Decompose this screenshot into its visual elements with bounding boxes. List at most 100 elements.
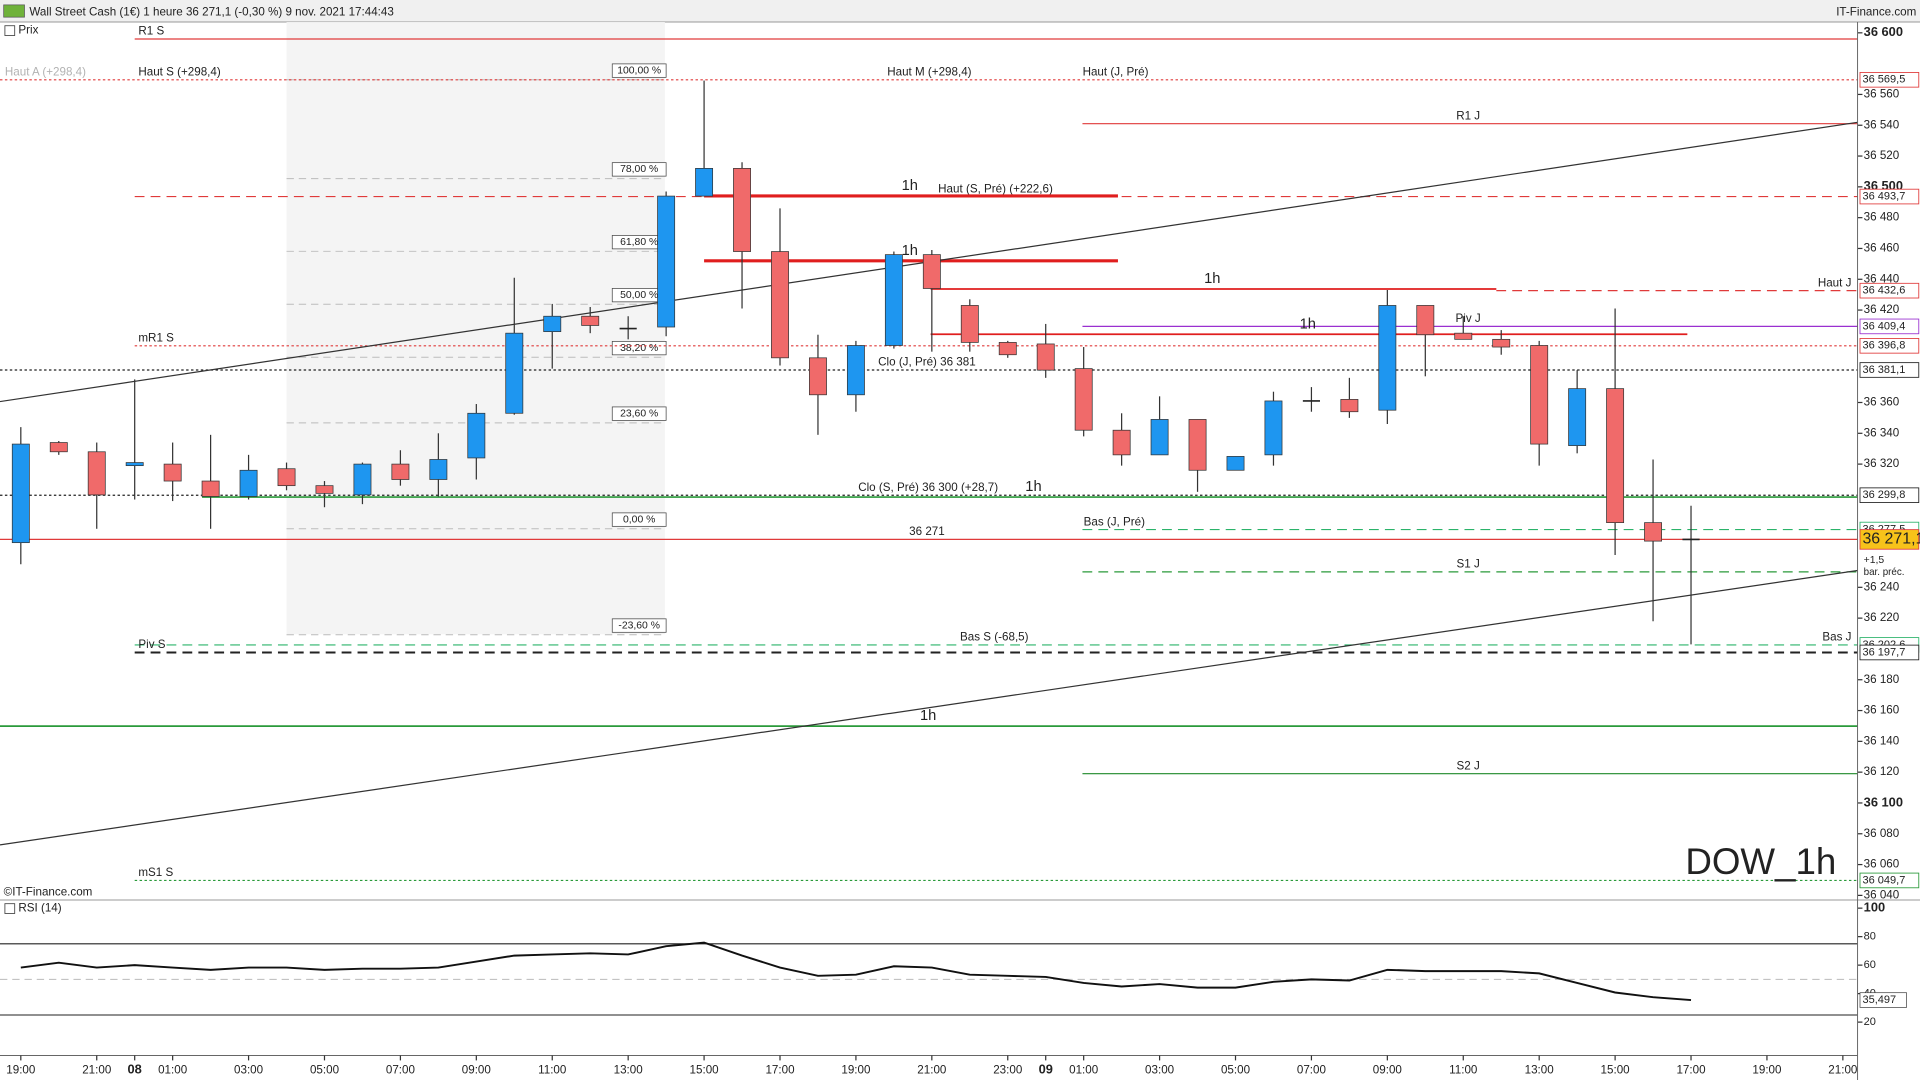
x-tick-label: 23:00 — [993, 1063, 1023, 1076]
price-box — [1859, 282, 1920, 299]
price-box-label: 36 432,6 — [1862, 285, 1905, 297]
header-bar — [0, 0, 1920, 23]
y-tick-label: 36 180 — [1864, 673, 1900, 686]
price-box — [1859, 318, 1920, 335]
y-tick-label: 36 040 — [1864, 888, 1900, 901]
level-label: Haut M (+298,4) — [887, 66, 971, 79]
price-box — [1859, 338, 1920, 354]
y-tick-label: 36 060 — [1864, 858, 1900, 871]
candle-body — [695, 168, 714, 197]
level-label: Piv J — [1456, 312, 1481, 325]
x-tick-label: 09 — [1039, 1062, 1053, 1077]
price-box-label: 36 049,7 — [1862, 874, 1905, 886]
x-tick-label: 08 — [128, 1062, 142, 1077]
x-tick-label: 09:00 — [462, 1063, 492, 1076]
fibonacci-label: 61,80 % — [620, 237, 658, 248]
x-tick-label: 05:00 — [310, 1063, 340, 1076]
candle-body — [1606, 388, 1625, 523]
y-tick-label: 36 460 — [1864, 242, 1900, 255]
y-tick-label: 60 — [1864, 959, 1876, 971]
fibonacci-label-box — [611, 618, 667, 633]
fibonacci-label: 38,20 % — [620, 343, 658, 354]
x-tick-label: 07:00 — [386, 1063, 416, 1076]
price-box-label: 36 299,8 — [1862, 489, 1905, 501]
x-tick-label: 07:00 — [1297, 1063, 1327, 1076]
rsi-value-label: 35,497 — [1862, 994, 1896, 1006]
fibonacci-label: 100,00 % — [617, 65, 661, 76]
level-label: Haut (J, Pré) — [1083, 66, 1149, 79]
fibonacci-zone — [286, 22, 665, 635]
y-tick-label: 36 520 — [1864, 149, 1900, 162]
x-tick-label: 03:00 — [1145, 1063, 1175, 1076]
price-box — [1859, 188, 1920, 205]
fibonacci-label: 50,00 % — [620, 290, 658, 301]
price-box — [1859, 872, 1920, 889]
candle-body — [239, 469, 258, 497]
brand: IT-Finance.com — [1836, 5, 1916, 18]
one-hour-label: 1h — [1204, 271, 1220, 287]
candle-body — [87, 451, 106, 496]
candle-body — [1074, 368, 1093, 431]
y-tick-label: 36 600 — [1864, 24, 1903, 39]
price-box-label: 36 381,1 — [1862, 364, 1905, 376]
fibonacci-label: 23,60 % — [620, 408, 658, 419]
x-tick-label: 19:00 — [1752, 1063, 1782, 1076]
level-label: 36 271 — [909, 525, 945, 538]
candle-body — [1150, 419, 1169, 456]
legend-label: Prix — [18, 24, 38, 37]
candle-body — [1568, 388, 1587, 446]
y-tick-label: 80 — [1864, 931, 1876, 943]
x-tick-label: 21:00 — [917, 1063, 947, 1076]
level-label: Bas J — [1822, 631, 1851, 644]
y-tick-label: 36 420 — [1864, 303, 1900, 316]
candle-body — [1416, 305, 1435, 336]
candle-body — [1492, 338, 1511, 348]
x-tick-label: 19:00 — [841, 1063, 871, 1076]
y-tick-label: 36 440 — [1864, 272, 1900, 285]
candle-body — [1454, 332, 1473, 340]
change-label: +1,5 — [1864, 555, 1885, 566]
app-icon — [3, 4, 25, 18]
one-hour-label: 1h — [1300, 316, 1316, 332]
x-tick-label: 03:00 — [234, 1063, 264, 1076]
fibonacci-label: -23,60 % — [618, 620, 660, 631]
y-tick-label: 36 240 — [1864, 580, 1900, 593]
y-tick-label: 36 220 — [1864, 611, 1900, 624]
y-tick-label: 36 480 — [1864, 211, 1900, 224]
x-tick-label: 21:00 — [1828, 1063, 1858, 1076]
candle-body — [846, 345, 865, 396]
candle-body — [1378, 305, 1397, 411]
fibonacci-label: 0,00 % — [623, 514, 655, 525]
level-label: Haut (S, Pré) (+222,6) — [938, 182, 1053, 195]
level-label: Clo (S, Pré) 36 300 (+28,7) — [858, 481, 998, 494]
legend-swatch — [4, 25, 16, 36]
rsi-value-box — [1859, 992, 1907, 1008]
candle-body — [391, 463, 410, 480]
candle-body — [581, 315, 600, 326]
candle-body — [1112, 429, 1131, 456]
x-tick-label: 05:00 — [1221, 1063, 1251, 1076]
y-tick-label: 36 080 — [1864, 827, 1900, 840]
x-tick-label: 19:00 — [6, 1063, 36, 1076]
price-box-label: 36 409,4 — [1862, 320, 1905, 332]
x-tick-label: 15:00 — [690, 1063, 720, 1076]
trend-line — [0, 569, 1858, 846]
price-box-label: 36 197,7 — [1862, 646, 1905, 658]
level-label: Clo (J, Pré) 36 381 — [878, 356, 976, 369]
fibonacci-label-box — [611, 340, 667, 356]
candle-body — [11, 443, 30, 544]
candle-body — [543, 315, 562, 333]
candle-body — [657, 195, 676, 328]
candle-body — [353, 463, 372, 496]
candle-body — [733, 168, 751, 252]
candle-body — [998, 342, 1017, 356]
candle-body — [922, 254, 941, 289]
level-label: mS1 S — [138, 866, 173, 879]
change-note: bar. préc. — [1864, 567, 1905, 578]
y-tick-label: 36 120 — [1864, 765, 1900, 778]
candle-body — [429, 459, 448, 480]
level-label: Haut A (+298,4) — [5, 66, 86, 79]
price-box — [1859, 72, 1920, 88]
level-label: Bas S (-68,5) — [960, 631, 1029, 644]
